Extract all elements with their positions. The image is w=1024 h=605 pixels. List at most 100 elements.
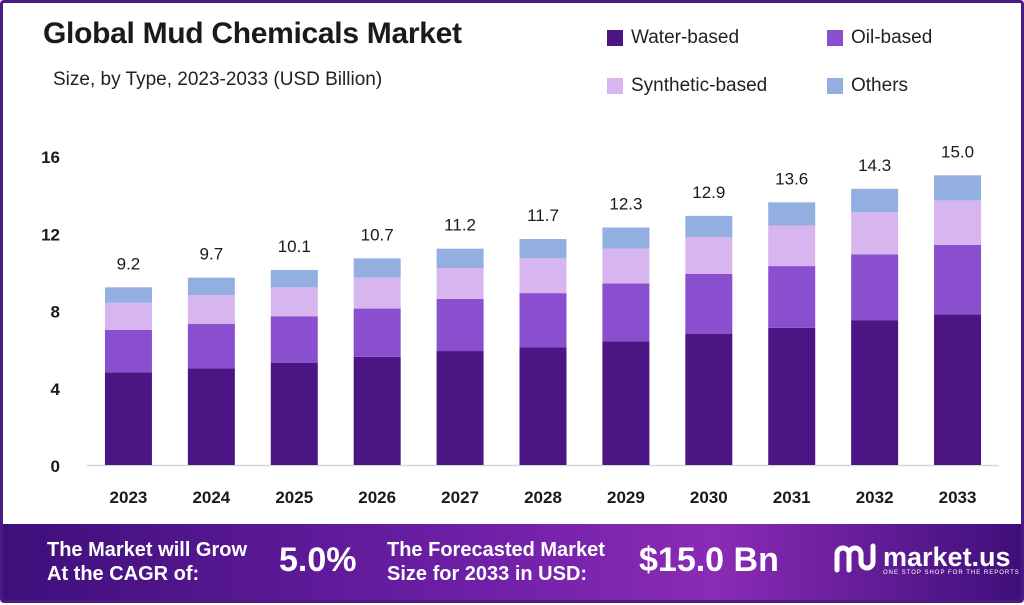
legend-label: Oil-based <box>851 27 933 48</box>
total-label-2028: 11.7 <box>527 206 559 225</box>
bar-segment-others-2024 <box>187 277 235 296</box>
bar-segment-water-based-2028 <box>519 347 567 465</box>
bar-segment-others-2033 <box>934 175 982 201</box>
y-tick-label: 8 <box>51 303 60 322</box>
bar-segment-others-2026 <box>353 258 401 278</box>
logo-tagline: ONE STOP SHOP FOR THE REPORTS <box>883 570 1020 576</box>
total-label-2031: 13.6 <box>775 169 808 188</box>
bar-segment-water-based-2025 <box>270 362 318 465</box>
bar-segment-synthetic-based-2033 <box>934 200 982 245</box>
bar-segment-oil-based-2023 <box>104 329 152 373</box>
x-tick-label-2029: 2029 <box>607 488 645 507</box>
forecast-label-line1: The Forecasted Market <box>387 539 605 561</box>
stacked-bar-chart: 0 4 8 12 16 9.2 2023 9.7 2024 10.1 2025 10.7 2026 11.… <box>41 142 999 507</box>
chart-subtitle: Size, by Type, 2023-2033 (USD Billion) <box>53 69 383 90</box>
bar-segment-others-2029 <box>602 227 650 249</box>
legend-swatch-oil-based <box>827 30 843 46</box>
bar-segment-synthetic-based-2024 <box>187 295 235 325</box>
bar-segment-water-based-2029 <box>602 341 650 465</box>
bar-segment-synthetic-based-2027 <box>436 268 484 299</box>
bar-segment-oil-based-2027 <box>436 298 484 352</box>
x-tick-label-2023: 2023 <box>110 488 148 507</box>
total-label-2024: 9.7 <box>200 245 224 264</box>
total-label-2026: 10.7 <box>361 225 394 244</box>
x-tick-label-2028: 2028 <box>524 488 562 507</box>
total-label-2025: 10.1 <box>278 237 311 256</box>
x-tick-label-2025: 2025 <box>275 488 313 507</box>
bar-segment-others-2028 <box>519 239 567 259</box>
market-us-logo-icon <box>834 543 876 573</box>
bar-segment-synthetic-based-2030 <box>685 237 733 274</box>
cagr-label-line2: At the CAGR of: <box>47 563 200 585</box>
y-tick-label: 12 <box>41 225 60 244</box>
bar-segment-water-based-2026 <box>353 356 401 465</box>
bar-segment-water-based-2027 <box>436 351 484 465</box>
bar-segment-others-2030 <box>685 215 733 238</box>
bar-segment-others-2031 <box>768 202 816 226</box>
legend-swatch-synthetic-based <box>607 78 623 94</box>
bar-segment-others-2032 <box>851 188 899 213</box>
legend-swatch-others <box>827 78 843 94</box>
legend-item-synthetic-based: Synthetic-based <box>607 75 767 97</box>
chart-title: Global Mud Chemicals Market <box>43 17 462 50</box>
total-label-2033: 15.0 <box>941 142 974 161</box>
bar-segment-synthetic-based-2025 <box>270 287 318 317</box>
total-label-2030: 12.9 <box>692 183 725 202</box>
bar-segment-synthetic-based-2029 <box>602 248 650 284</box>
bar-segment-oil-based-2026 <box>353 308 401 357</box>
x-tick-label-2027: 2027 <box>441 488 479 507</box>
legend-item-oil-based: Oil-based <box>827 27 932 49</box>
bar-segment-others-2027 <box>436 248 484 269</box>
logo-text: market.us <box>883 542 1011 572</box>
bar-segment-water-based-2030 <box>685 333 733 465</box>
bar-segment-oil-based-2028 <box>519 293 567 348</box>
x-tick-label-2030: 2030 <box>690 488 728 507</box>
bar-segment-oil-based-2029 <box>602 283 650 342</box>
bar-segment-water-based-2032 <box>851 320 899 465</box>
forecast-label: The Forecasted Market Size for 2033 in U… <box>387 538 605 586</box>
bar-segment-oil-based-2033 <box>934 244 982 315</box>
cagr-value: 5.0% <box>279 541 357 579</box>
x-tick-label-2032: 2032 <box>856 488 894 507</box>
bar-segment-water-based-2031 <box>768 327 816 465</box>
legend-label: Synthetic-based <box>631 75 768 96</box>
legend-item-water-based: Water-based <box>607 27 739 49</box>
total-label-2027: 11.2 <box>444 216 476 235</box>
bar-segment-oil-based-2030 <box>685 273 733 334</box>
total-label-2023: 9.2 <box>117 254 141 273</box>
cagr-label-line1: The Market will Grow <box>47 539 248 561</box>
forecast-value: $15.0 Bn <box>639 541 779 579</box>
bar-segment-oil-based-2025 <box>270 316 318 363</box>
y-tick-label: 16 <box>41 148 60 167</box>
legend-swatch-water-based <box>607 30 623 46</box>
total-label-2029: 12.3 <box>609 194 642 213</box>
bar-segment-oil-based-2032 <box>851 254 899 321</box>
bar-segment-synthetic-based-2032 <box>851 212 899 255</box>
total-label-2032: 14.3 <box>858 156 891 175</box>
legend-label: Others <box>851 75 909 96</box>
legend-item-others: Others <box>827 75 908 97</box>
x-tick-label-2024: 2024 <box>192 488 230 507</box>
bar-segment-synthetic-based-2028 <box>519 258 567 294</box>
summary-banner: The Market will Grow At the CAGR of: 5.0… <box>3 524 1021 600</box>
bar-segment-others-2023 <box>104 287 152 303</box>
bar-segment-water-based-2033 <box>934 314 982 465</box>
x-tick-label-2033: 2033 <box>939 488 977 507</box>
y-tick-label: 0 <box>51 457 60 476</box>
y-tick-label: 4 <box>51 380 61 399</box>
bar-segment-others-2025 <box>270 269 318 288</box>
market-us-logo: market.us ONE STOP SHOP FOR THE REPORTS <box>833 540 1019 576</box>
bar-segment-water-based-2023 <box>104 372 152 465</box>
x-tick-label-2026: 2026 <box>358 488 396 507</box>
bar-segment-synthetic-based-2026 <box>353 277 401 309</box>
bar-segment-synthetic-based-2031 <box>768 225 816 267</box>
cagr-label: The Market will Grow At the CAGR of: <box>47 538 247 586</box>
bar-segment-synthetic-based-2023 <box>104 302 152 330</box>
legend-label: Water-based <box>631 27 740 48</box>
bar-segment-oil-based-2024 <box>187 324 235 369</box>
bar-segment-water-based-2024 <box>187 368 235 465</box>
x-tick-label-2031: 2031 <box>773 488 811 507</box>
bar-segment-oil-based-2031 <box>768 266 816 328</box>
forecast-label-line2: Size for 2033 in USD: <box>387 563 588 585</box>
